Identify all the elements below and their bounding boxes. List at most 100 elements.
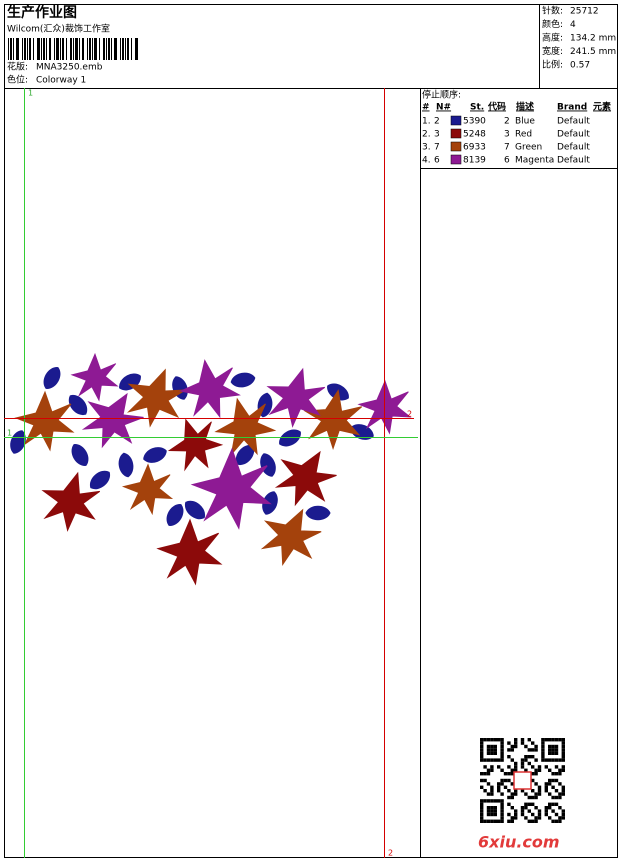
stat-value: 25712 <box>570 7 599 17</box>
qr-cell <box>486 782 491 786</box>
qr-cell <box>497 738 501 742</box>
qr-cell <box>534 782 538 786</box>
bar <box>27 38 28 60</box>
qr-cell <box>561 748 565 752</box>
row-thread: 2 <box>504 117 510 127</box>
qr-cell <box>520 738 525 742</box>
row-index: 1. <box>422 117 431 127</box>
qr-cell <box>490 792 494 796</box>
qr-cell <box>500 819 504 823</box>
qr-cell <box>486 806 491 810</box>
row-n: 7 <box>434 143 440 153</box>
qr-cell <box>561 812 565 817</box>
qr-cell <box>514 789 518 793</box>
qr-cell <box>480 758 484 762</box>
qr-cell <box>534 748 538 752</box>
qr-cell <box>500 809 504 813</box>
qr-cell <box>544 738 548 742</box>
qr-cell <box>531 741 535 745</box>
qr-cell <box>514 765 518 769</box>
qr-cell <box>510 819 514 823</box>
qr-cell <box>551 802 555 806</box>
qr-cell <box>493 751 497 755</box>
bar <box>108 38 110 60</box>
qr-cell <box>490 812 494 817</box>
qr-cell <box>500 799 504 803</box>
column-header: Brand <box>557 103 587 113</box>
qr-cell <box>531 765 535 769</box>
qr-cell <box>500 758 504 762</box>
qr-cell <box>507 819 511 823</box>
qr-cell <box>548 758 552 762</box>
qr-cell <box>548 816 552 820</box>
qr-cell <box>500 751 504 755</box>
qr-cell <box>531 795 535 800</box>
qr-cell <box>558 795 562 800</box>
row-description: Blue <box>515 117 535 127</box>
row-description: Magenta <box>515 156 554 166</box>
barcode <box>8 38 138 60</box>
qr-cell <box>486 812 491 817</box>
qr-cell <box>490 785 494 789</box>
qr-cell <box>497 758 501 762</box>
qr-cell <box>503 778 508 783</box>
qr-cell <box>520 741 525 745</box>
qr-cell <box>527 761 531 766</box>
qr-cell <box>551 751 555 755</box>
qr-cell <box>527 738 531 742</box>
qr-cell <box>510 758 514 762</box>
qr-cell <box>507 741 511 745</box>
qr-cell <box>537 816 542 820</box>
row-index: 2. <box>422 130 431 140</box>
qr-cell <box>507 778 511 783</box>
qr-cell <box>520 809 525 813</box>
qr-cell <box>527 809 531 813</box>
qr-cell <box>558 819 562 823</box>
qr-cell <box>483 758 487 762</box>
row-brand: Default <box>557 143 590 153</box>
qr-cell <box>554 778 559 783</box>
stat-label: 高度: <box>542 32 563 44</box>
qr-cell <box>551 744 555 749</box>
qr-cell <box>490 768 494 772</box>
qr-cell <box>551 738 555 742</box>
colorway: Colorway 1 <box>36 76 86 86</box>
qr-cell <box>524 792 528 796</box>
qr-cell <box>537 765 542 769</box>
qr-cell <box>551 819 555 823</box>
qr-cell <box>480 819 484 823</box>
qr-cell <box>510 795 514 800</box>
qr-cell <box>514 761 518 766</box>
qr-cell <box>514 816 518 820</box>
qr-cell <box>527 795 531 800</box>
qr-cell <box>524 758 528 762</box>
qr-cell <box>541 751 545 755</box>
qr-cell <box>520 761 525 766</box>
qr-cell <box>490 789 494 793</box>
bar <box>122 38 124 60</box>
qr-cell <box>510 748 514 752</box>
qr-cell <box>541 758 545 762</box>
qr-cell <box>493 744 497 749</box>
qr-cell <box>554 795 559 800</box>
qr-cell <box>480 785 484 789</box>
qr-cell <box>497 765 501 769</box>
page-border <box>4 4 618 858</box>
qr-cell <box>480 806 484 810</box>
qr-cell <box>551 785 555 789</box>
qr-cell <box>548 738 552 742</box>
qr-cell <box>510 806 514 810</box>
row-code: 6933 <box>463 143 486 153</box>
qr-cell <box>548 751 552 755</box>
qr-cell <box>486 744 491 749</box>
bar <box>120 38 121 60</box>
qr-cell <box>480 755 484 759</box>
qr-cell <box>486 792 491 796</box>
embroidery-design <box>7 353 411 585</box>
qr-cell <box>531 748 535 752</box>
qr-cell <box>531 772 535 776</box>
qr-cell <box>558 738 562 742</box>
row-thread: 3 <box>504 130 510 140</box>
qr-cell <box>558 792 562 796</box>
qr-cell <box>490 799 494 803</box>
